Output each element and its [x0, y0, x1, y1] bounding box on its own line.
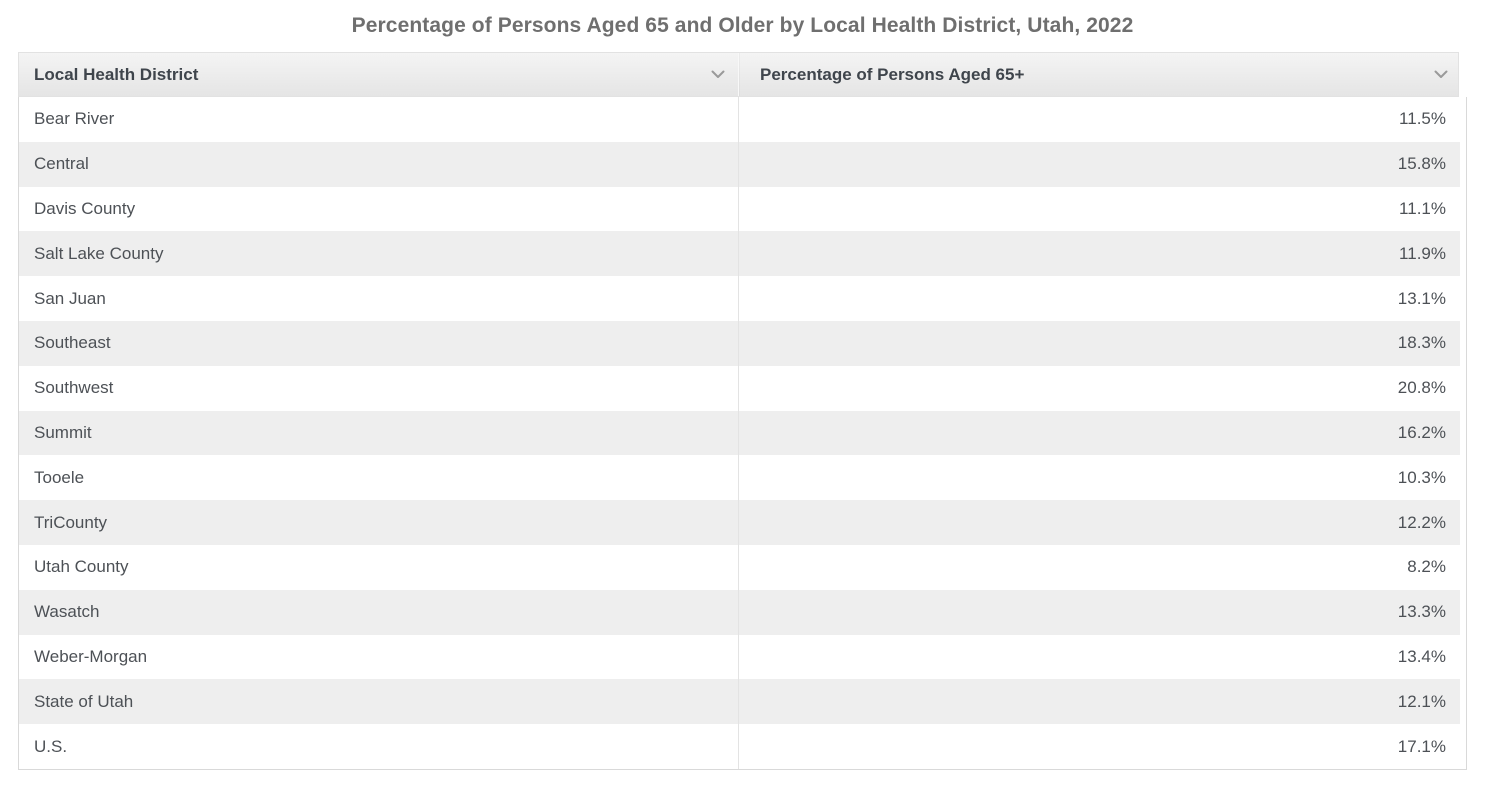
value-cell: 12.1% — [1397, 691, 1446, 711]
value-cell: 18.3% — [1397, 333, 1446, 353]
table-row: Tooele 10.3% — [19, 455, 1460, 501]
district-cell: State of Utah — [19, 679, 739, 725]
table-row: State of Utah 12.1% — [19, 679, 1460, 725]
table-body: Bear River 11.5% Central 15.8% Davis Cou… — [18, 97, 1467, 770]
district-cell: Salt Lake County — [19, 231, 739, 277]
value-cell: 8.2% — [1407, 557, 1446, 577]
table-row: Bear River 11.5% — [19, 97, 1460, 142]
value-cell: 13.3% — [1397, 602, 1446, 622]
value-cell: 11.1% — [1399, 198, 1446, 218]
table-row: Utah County 8.2% — [19, 544, 1460, 590]
value-cell: 10.3% — [1397, 467, 1446, 487]
table-row: Salt Lake County 11.9% — [19, 231, 1460, 277]
table-row: Central 15.8% — [19, 141, 1460, 187]
table-row: Summit 16.2% — [19, 410, 1460, 456]
district-cell: Utah County — [19, 544, 739, 590]
value-cell: 11.5% — [1399, 109, 1446, 129]
table-row: Davis County 11.1% — [19, 186, 1460, 232]
district-cell: Davis County — [19, 186, 739, 232]
district-cell: Tooele — [19, 455, 739, 501]
column-header-percentage[interactable]: Percentage of Persons Aged 65+ — [739, 53, 1458, 96]
value-cell: 15.8% — [1397, 154, 1446, 174]
data-table: Local Health District Percentage of Pers… — [18, 52, 1468, 770]
value-cell: 20.8% — [1397, 378, 1446, 398]
chevron-down-icon — [711, 70, 725, 79]
district-cell: Summit — [19, 410, 739, 456]
column-header-district[interactable]: Local Health District — [19, 53, 739, 96]
page-title: Percentage of Persons Aged 65 and Older … — [351, 14, 1134, 37]
column-header-district-label: Local Health District — [34, 64, 199, 84]
district-cell: Central — [19, 141, 739, 187]
table-row: San Juan 13.1% — [19, 276, 1460, 321]
district-cell: U.S. — [19, 724, 739, 769]
chevron-down-icon — [1434, 70, 1448, 79]
district-cell: Bear River — [19, 97, 739, 142]
value-cell: 11.9% — [1399, 243, 1446, 263]
table-row: Southeast 18.3% — [19, 320, 1460, 366]
value-cell: 13.1% — [1397, 288, 1446, 308]
value-cell: 12.2% — [1397, 512, 1446, 532]
column-header-percentage-label: Percentage of Persons Aged 65+ — [760, 64, 1025, 84]
table-row: Weber-Morgan 13.4% — [19, 634, 1460, 680]
value-cell: 16.2% — [1397, 422, 1446, 442]
value-cell: 13.4% — [1397, 646, 1446, 666]
table-header-row: Local Health District Percentage of Pers… — [18, 52, 1459, 97]
district-cell: Southeast — [19, 320, 739, 366]
district-cell: Weber-Morgan — [19, 634, 739, 680]
table-row: TriCounty 12.2% — [19, 500, 1460, 545]
table-row: Southwest 20.8% — [19, 365, 1460, 411]
table-row: U.S. 17.1% — [19, 724, 1460, 769]
district-cell: San Juan — [19, 276, 739, 321]
district-cell: Wasatch — [19, 589, 739, 635]
value-cell: 17.1% — [1397, 736, 1446, 756]
table-row: Wasatch 13.3% — [19, 589, 1460, 635]
district-cell: Southwest — [19, 365, 739, 411]
district-cell: TriCounty — [19, 500, 739, 545]
